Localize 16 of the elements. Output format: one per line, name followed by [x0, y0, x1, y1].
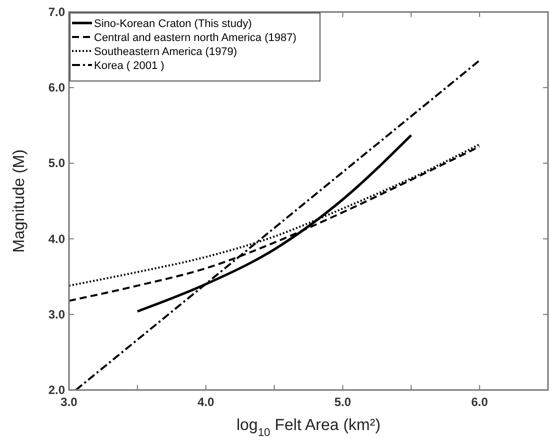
y-tick-label: 6.0 [48, 80, 66, 95]
y-axis-title: Magnitude (M) [11, 149, 28, 253]
x-tick-label: 6.0 [471, 395, 488, 409]
x-axis-title: log$_{10}$ Felt Area (km²) [236, 417, 381, 438]
y-tick-label: 5.0 [48, 156, 66, 170]
y-tick-label: 4.0 [48, 232, 66, 246]
legend-label: Sino-Korean Craton (This study) [94, 18, 252, 30]
legend-label: Southeastern America (1979) [94, 46, 238, 58]
y-tick-label: 7.0 [48, 5, 66, 19]
x-tick-label: 4.0 [198, 395, 215, 409]
y-tick-label: 2.0 [48, 383, 66, 397]
x-tick-label: 3.0 [60, 395, 78, 409]
x-tick-label: 5.0 [334, 395, 352, 409]
legend-label: Central and eastern north America (1987) [94, 32, 296, 44]
legend-label: Korea ( 2001 ) [94, 60, 164, 72]
y-tick-label: 3.0 [48, 307, 66, 322]
